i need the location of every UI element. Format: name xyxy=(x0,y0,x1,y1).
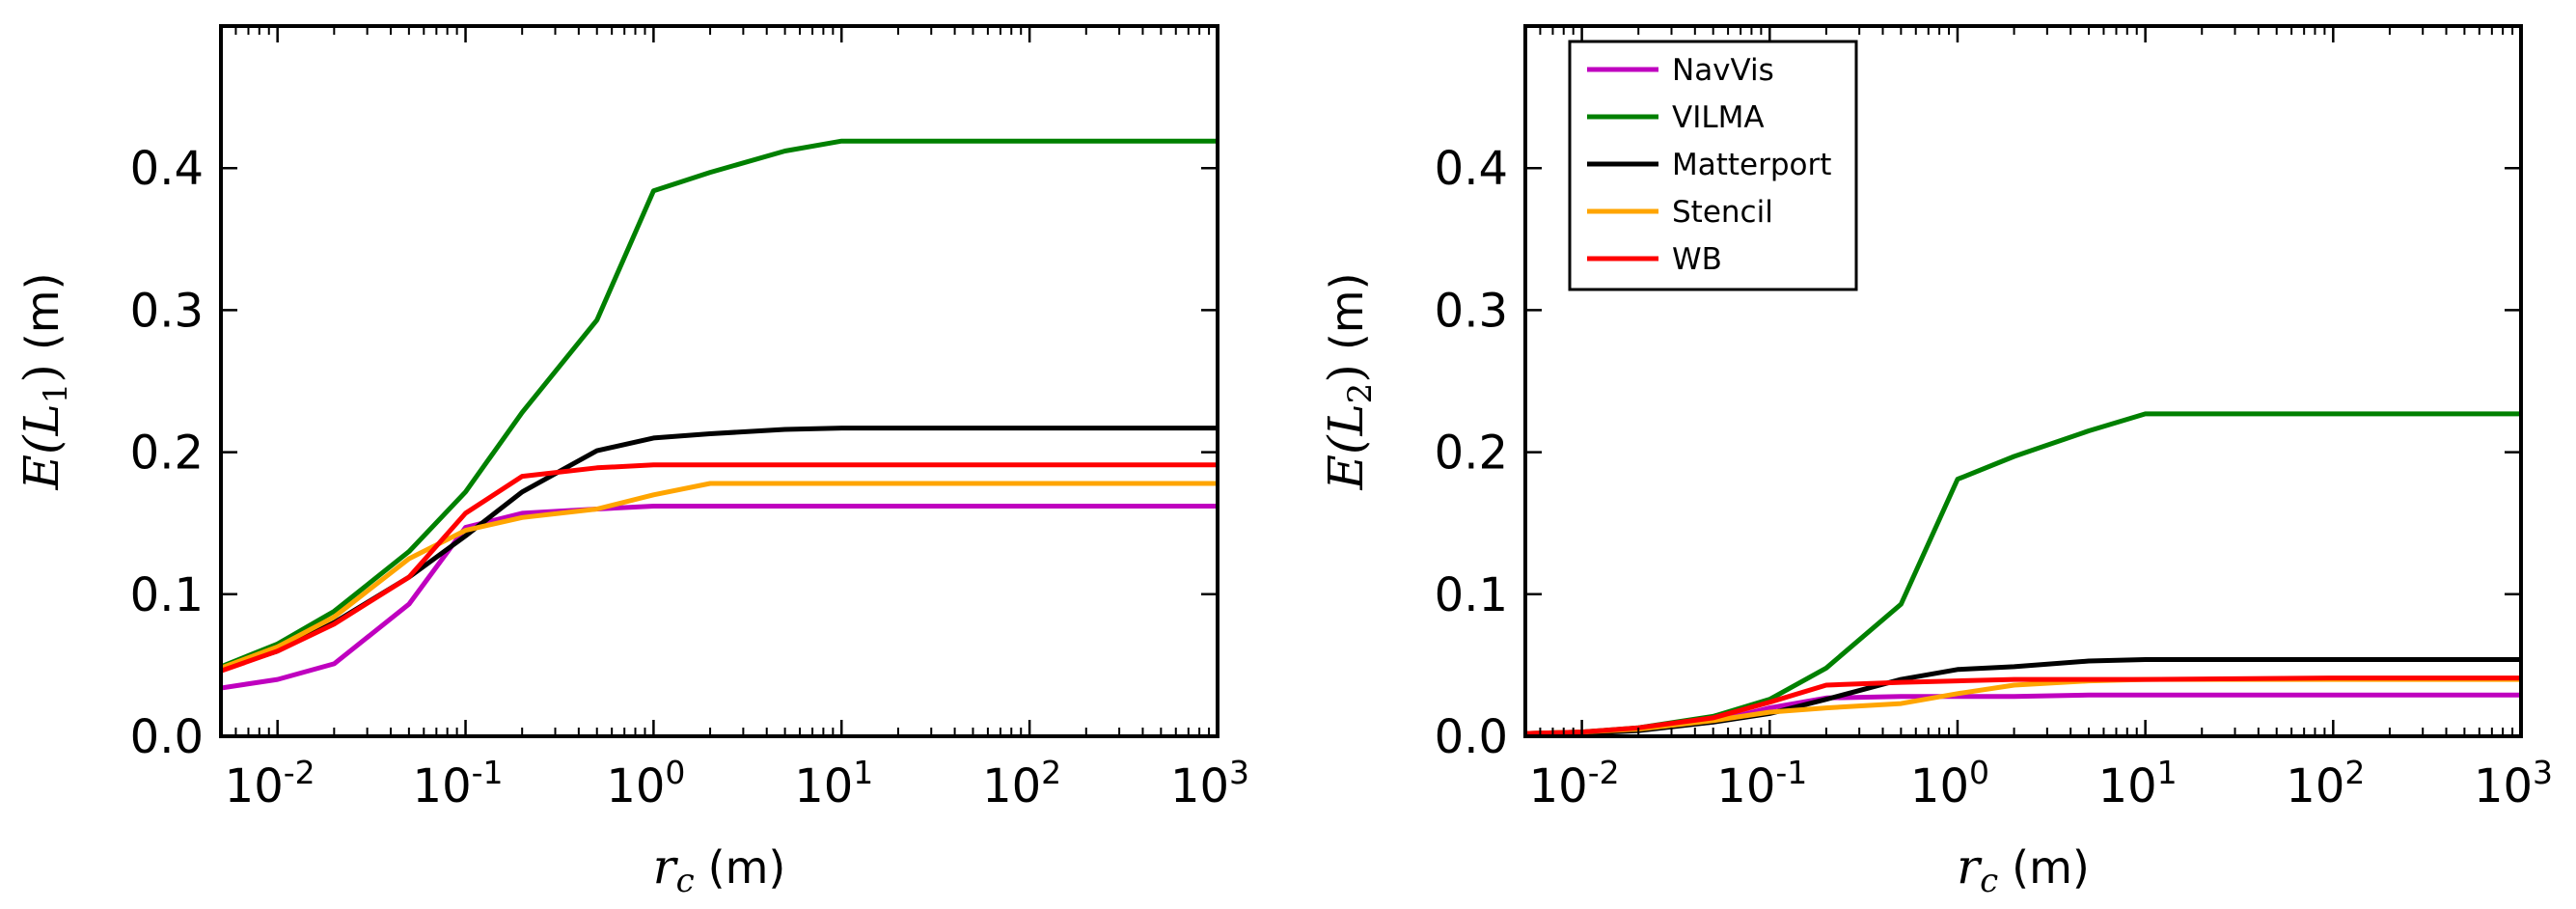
x-tick-label: 103 xyxy=(2474,754,2553,813)
y-tick-label: 0.2 xyxy=(1435,427,1508,481)
x-axis-label: rc (m) xyxy=(653,839,786,900)
y-tick-label: 0.4 xyxy=(130,142,204,196)
x-tick-label: 102 xyxy=(982,754,1061,813)
x-tick-label: 10-2 xyxy=(1529,754,1620,813)
x-tick-label: 101 xyxy=(2098,754,2178,813)
legend: NavVis VILMA Matterport Stencil WB xyxy=(1568,40,1858,291)
x-tick-label: 102 xyxy=(2286,754,2365,813)
y-tick-label: 0.0 xyxy=(130,710,204,764)
legend-label: NavVis xyxy=(1672,53,1774,88)
y-axis-label: E(L1)(m) xyxy=(14,272,75,490)
series-line-vilma xyxy=(221,138,1218,670)
x-tick-label: 101 xyxy=(794,754,873,813)
legend-label: VILMA xyxy=(1672,100,1765,135)
x-axis-label: rc (m) xyxy=(1957,839,2090,900)
legend-label: Stencil xyxy=(1672,195,1773,230)
x-tick-label: 100 xyxy=(1910,754,1989,813)
x-tick-label: 10-2 xyxy=(225,754,315,813)
y-tick-label: 0.3 xyxy=(130,284,204,338)
series-line-wb xyxy=(221,462,1218,674)
x-tick-label: 10-1 xyxy=(1716,754,1807,813)
series-lines xyxy=(221,138,1218,691)
y-tick-label: 0.3 xyxy=(1435,284,1508,338)
y-tick-label: 0.0 xyxy=(1435,710,1508,764)
chart-panel-right: 10-2 10-1 100 101 102 103 0.0 0.1 0.2 0.3 0.4 rc (m)… xyxy=(1318,24,2553,900)
chart-panel-left: 10-2 10-1 100 101 102 103 0.0 0.1 0.2 0.3 0.4 rc (m)… xyxy=(14,24,1249,900)
legend-label: WB xyxy=(1672,242,1722,277)
x-tick-label: 103 xyxy=(1170,754,1249,813)
series-line-stencil xyxy=(221,481,1218,671)
y-tick-label: 0.4 xyxy=(1435,142,1508,196)
y-axis-label: E(L2)(m) xyxy=(1318,272,1380,490)
y-tick-label: 0.1 xyxy=(130,568,204,622)
y-tick-label: 0.2 xyxy=(130,427,204,481)
axes-frame xyxy=(1523,24,2523,738)
x-tick-label: 10-1 xyxy=(413,754,504,813)
legend-label: Matterport xyxy=(1672,148,1831,182)
axes-frame xyxy=(219,24,1219,738)
x-tick-label: 100 xyxy=(606,754,685,813)
y-tick-label: 0.1 xyxy=(1435,568,1508,622)
